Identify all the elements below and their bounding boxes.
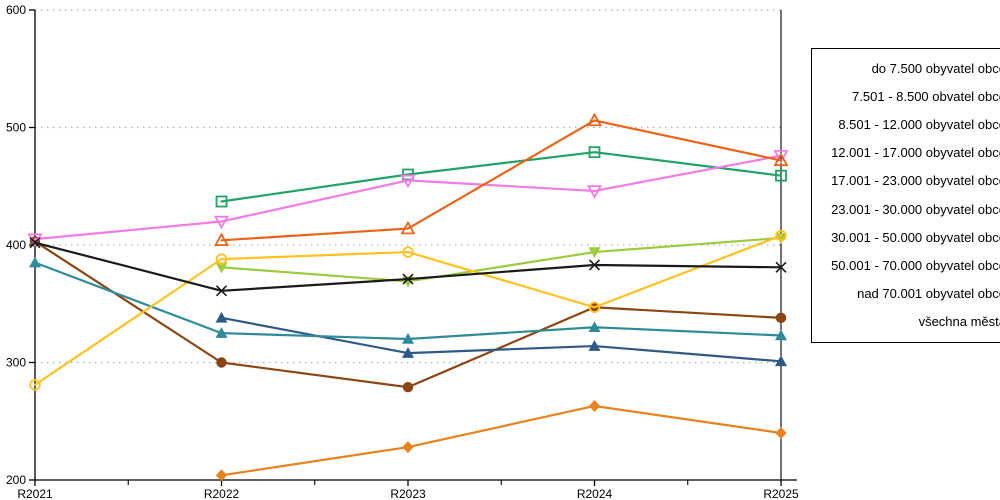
marker-x (775, 261, 787, 273)
series-line (33, 240, 783, 389)
marker-diamond (215, 469, 228, 482)
marker-circle-open (588, 301, 601, 313)
marker-triangle-up (402, 347, 414, 358)
x-tick-label: R2023 (390, 487, 426, 500)
series-line (220, 151, 783, 203)
x-tick-label: R2024 (577, 487, 613, 500)
marker-triangle-down-open (400, 174, 416, 189)
series-line (33, 154, 783, 241)
legend-item: všechna města (918, 313, 1000, 329)
marker-diamond (775, 427, 787, 439)
marker-triangle-up (402, 333, 414, 344)
y-tick-label: 400 (6, 238, 26, 252)
marker-x (215, 285, 228, 297)
marker-circle (216, 357, 227, 368)
marker-triangle-up (588, 321, 601, 333)
marker-triangle-up-open (586, 112, 603, 127)
marker-square-open (775, 169, 787, 182)
series-line (33, 261, 783, 341)
legend-item: 30.001 - 50.000 obyvatel obce (831, 229, 1000, 245)
series-line (220, 316, 783, 363)
marker-triangle-up-open (773, 152, 789, 167)
marker-triangle-down-open (213, 215, 230, 230)
marker-circle-open (775, 229, 787, 242)
marker-circle-open (29, 379, 41, 391)
x-tick-label: R2021 (17, 487, 53, 500)
marker-triangle-up (775, 329, 787, 341)
legend-item: nad 70.001 obyvatel obce (857, 285, 1000, 301)
marker-triangle-down (588, 247, 601, 259)
legend: do 7.500 obyvatel obce 7.501 - 8.500 obv… (811, 48, 1000, 343)
marker-triangle-up (215, 327, 228, 338)
series-line (220, 404, 783, 477)
x-tick-label: R2025 (763, 487, 799, 500)
marker-square-open (588, 146, 601, 159)
legend-item: do 7.500 obyvatel obce (871, 61, 1000, 77)
marker-triangle-up (588, 340, 601, 351)
marker-triangle-up (215, 311, 228, 323)
marker-x (402, 273, 414, 285)
x-tick-label: R2022 (204, 487, 240, 500)
legend-item: 50.001 - 70.000 obyvatel obce (831, 257, 1000, 273)
series-line (220, 119, 783, 242)
y-tick-label: 200 (6, 473, 26, 487)
marker-triangle-down-open (773, 149, 789, 164)
marker-circle-open (215, 253, 228, 265)
legend-item: 8.501 - 12.000 obyvatel obce (838, 117, 1000, 133)
legend-item: 23.001 - 30.000 obyvatel obce (831, 201, 1000, 217)
y-tick-label: 500 (6, 121, 26, 135)
marker-triangle-up-open (213, 232, 230, 247)
marker-x (29, 237, 41, 249)
y-tick-label: 600 (6, 3, 26, 17)
marker-diamond (402, 441, 414, 454)
legend-item: 17.001 - 23.000 obyvatel obce (831, 173, 1000, 189)
marker-triangle-down (215, 262, 228, 274)
marker-triangle-up (29, 256, 41, 268)
legend-item: 12.001 - 17.000 obyvatel obce (831, 145, 1000, 161)
marker-triangle-up-open (400, 220, 416, 235)
marker-square-open (215, 195, 228, 208)
marker-x (588, 259, 601, 271)
marker-circle (775, 312, 787, 324)
marker-triangle-down-open (586, 185, 603, 199)
y-tick-label: 300 (6, 356, 26, 370)
marker-diamond (588, 399, 601, 412)
marker-triangle-up (775, 355, 787, 367)
marker-circle-open (402, 246, 414, 258)
legend-item: 7.501 - 8.500 obvatel obce (852, 89, 1000, 105)
series-line (220, 236, 783, 283)
marker-circle (402, 381, 414, 393)
series-line (33, 234, 783, 386)
